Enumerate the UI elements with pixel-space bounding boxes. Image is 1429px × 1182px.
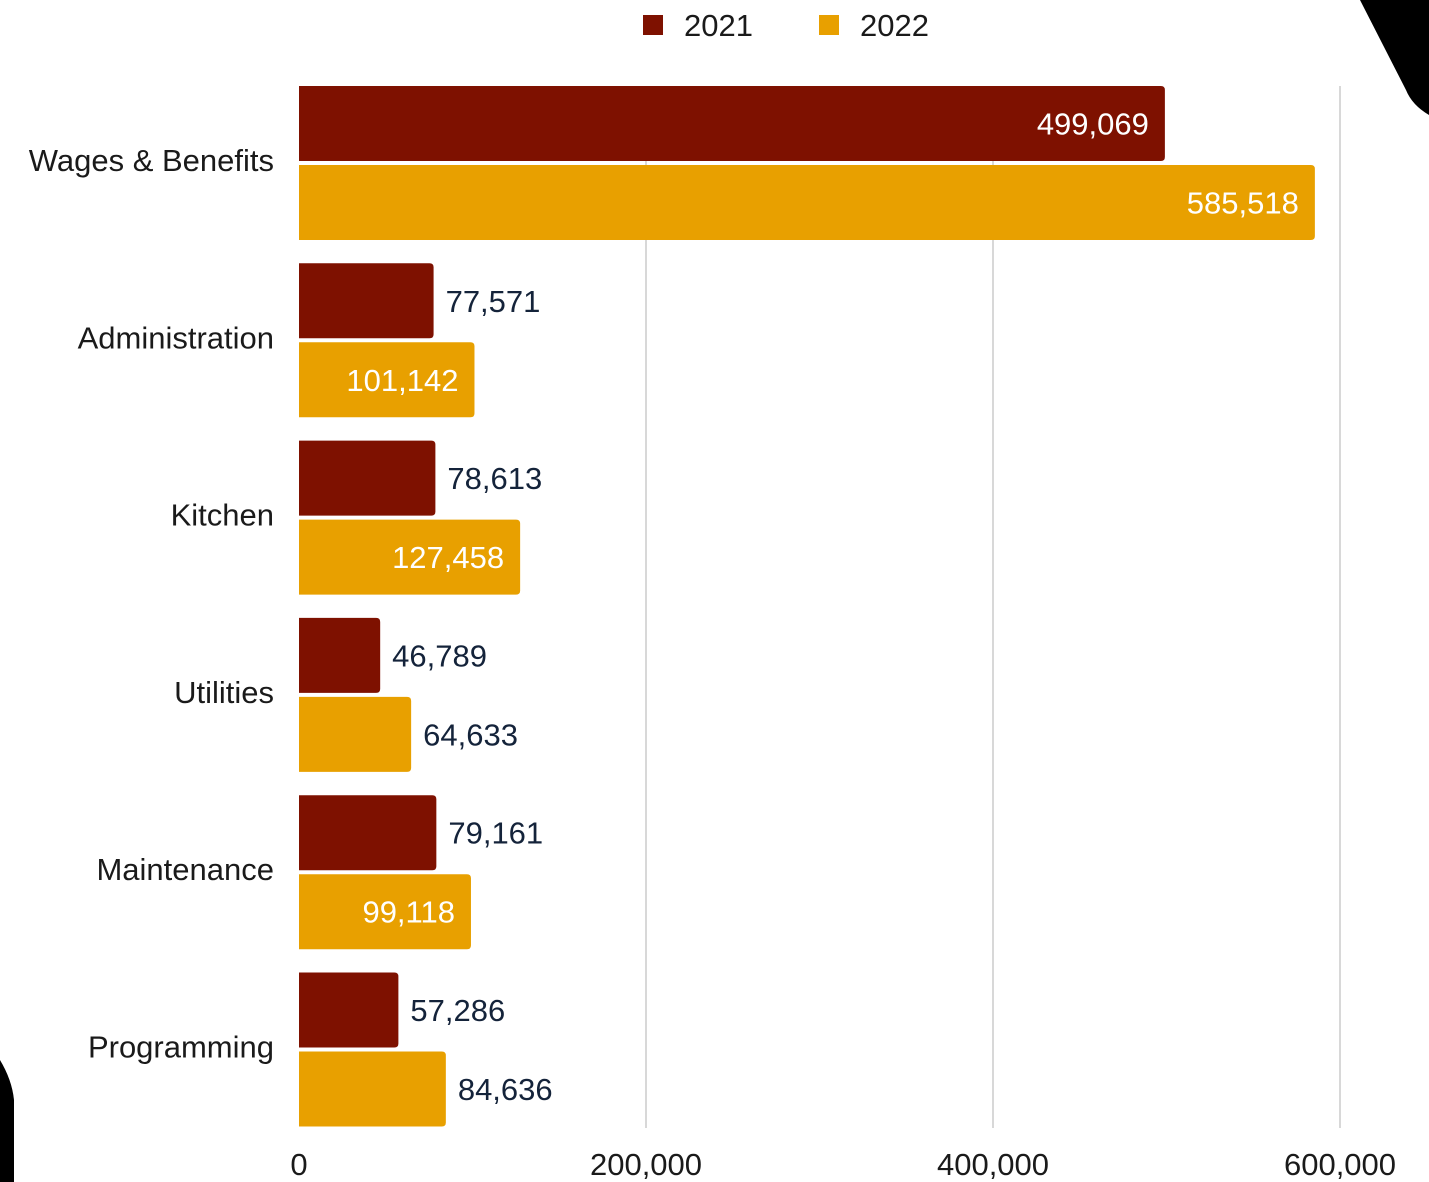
value-labels: 499,069 585,518 77,571 101,142 78,613 127,458… bbox=[346, 107, 1298, 1108]
bars bbox=[299, 86, 1315, 1127]
category-label: Programming bbox=[88, 1030, 274, 1065]
data-label: 101,142 bbox=[346, 363, 458, 398]
bar-2021 bbox=[299, 795, 437, 871]
bar-2022 bbox=[299, 696, 412, 772]
gridlines bbox=[645, 86, 1341, 1128]
corner-decoration-bottom-left bbox=[0, 1060, 14, 1182]
category-labels: Wages & Benefits Administration Kitchen Uti… bbox=[29, 143, 274, 1065]
category-label: Maintenance bbox=[96, 852, 274, 887]
x-tick-label: 400,000 bbox=[937, 1147, 1049, 1182]
x-axis-tick-labels: 0 200,000 400,000 600,000 bbox=[290, 1147, 1396, 1182]
bar-2022 bbox=[299, 342, 475, 418]
x-tick-label: 600,000 bbox=[1284, 1147, 1396, 1182]
data-label: 585,518 bbox=[1187, 186, 1299, 221]
category-label: Wages & Benefits bbox=[29, 143, 274, 178]
data-label: 57,286 bbox=[410, 993, 505, 1028]
bar-2021 bbox=[299, 86, 1165, 161]
x-tick-label: 200,000 bbox=[590, 1147, 702, 1182]
data-label: 64,633 bbox=[423, 717, 518, 752]
legend-label: 2021 bbox=[684, 8, 753, 43]
data-label: 99,118 bbox=[362, 895, 455, 930]
corner-decoration-top-right bbox=[1360, 0, 1429, 115]
data-label: 499,069 bbox=[1037, 107, 1149, 142]
bar-2022 bbox=[299, 519, 521, 595]
bar-2021 bbox=[299, 440, 436, 516]
x-tick-label: 0 bbox=[290, 1147, 307, 1182]
legend-swatch bbox=[819, 15, 839, 35]
legend-swatch bbox=[643, 15, 663, 35]
bar-2022 bbox=[299, 165, 1315, 240]
category-label: Administration bbox=[78, 320, 274, 355]
bar-2022 bbox=[299, 874, 471, 950]
data-label: 84,636 bbox=[458, 1072, 553, 1107]
legend: 2021 2022 bbox=[643, 8, 929, 43]
category-label: Kitchen bbox=[171, 498, 274, 533]
bar-2022 bbox=[299, 1051, 446, 1127]
data-label: 78,613 bbox=[447, 461, 542, 496]
data-label: 77,571 bbox=[446, 284, 541, 319]
data-label: 79,161 bbox=[448, 816, 543, 851]
category-label: Utilities bbox=[174, 675, 274, 710]
data-label: 127,458 bbox=[392, 540, 504, 575]
bar-2021 bbox=[299, 972, 399, 1048]
bar-2021 bbox=[299, 263, 434, 339]
bar-2021 bbox=[299, 617, 381, 693]
legend-label: 2022 bbox=[860, 8, 929, 43]
data-label: 46,789 bbox=[392, 638, 487, 673]
